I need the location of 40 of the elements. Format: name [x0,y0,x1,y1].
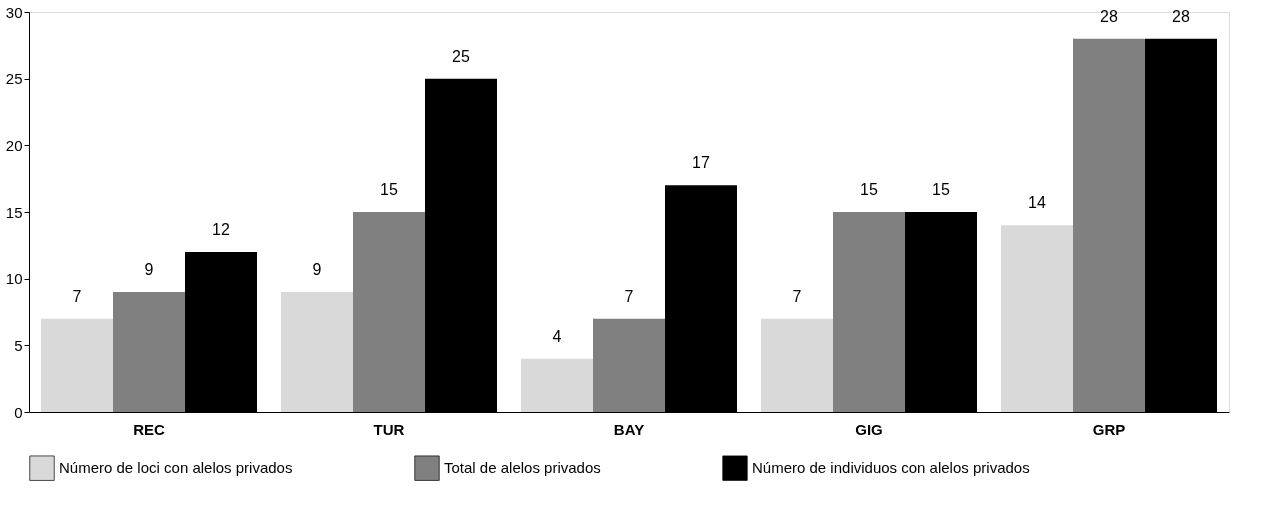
legend-label: Total de alelos privados [444,459,601,477]
legend-label: Número de individuos con alelos privados [752,459,1030,477]
bar [521,358,593,412]
bar [1073,38,1145,412]
bar [41,318,113,412]
bar [593,318,665,412]
data-label: 14 [1028,194,1046,212]
data-label: 7 [624,287,634,305]
data-label: 25 [452,47,470,65]
y-tick-label: 5 [14,336,23,354]
bar [1001,225,1073,412]
y-tick-label: 15 [5,203,23,221]
x-tick-label: TUR [373,420,405,438]
data-label: 9 [312,261,322,278]
x-tick-label: GRP [1092,420,1126,438]
legend-label: Número de loci con alelos privados [59,459,293,477]
y-tick-label: 20 [5,136,23,154]
x-tick-label: REC [133,420,165,438]
bar [113,292,185,412]
data-label: 7 [72,287,82,305]
data-label: 15 [380,181,398,198]
y-tick-label: 0 [14,403,23,421]
data-label: 15 [860,181,878,198]
bar [761,318,833,412]
y-tick-label: 30 [5,3,23,21]
data-label: 7 [792,287,802,305]
bar [833,212,905,412]
bar [281,292,353,412]
data-label: 28 [1172,7,1190,25]
y-tick-label: 10 [5,270,23,288]
data-label: 28 [1100,7,1118,25]
bar [353,212,425,412]
y-tick-label: 25 [5,70,23,88]
data-label: 9 [144,261,154,278]
x-tick-label: BAY [613,420,645,438]
data-label: 17 [692,154,710,172]
data-label: 4 [552,327,562,345]
data-label: 12 [212,221,230,238]
x-tick-label: GIG [855,420,883,438]
data-label: 15 [932,181,950,198]
